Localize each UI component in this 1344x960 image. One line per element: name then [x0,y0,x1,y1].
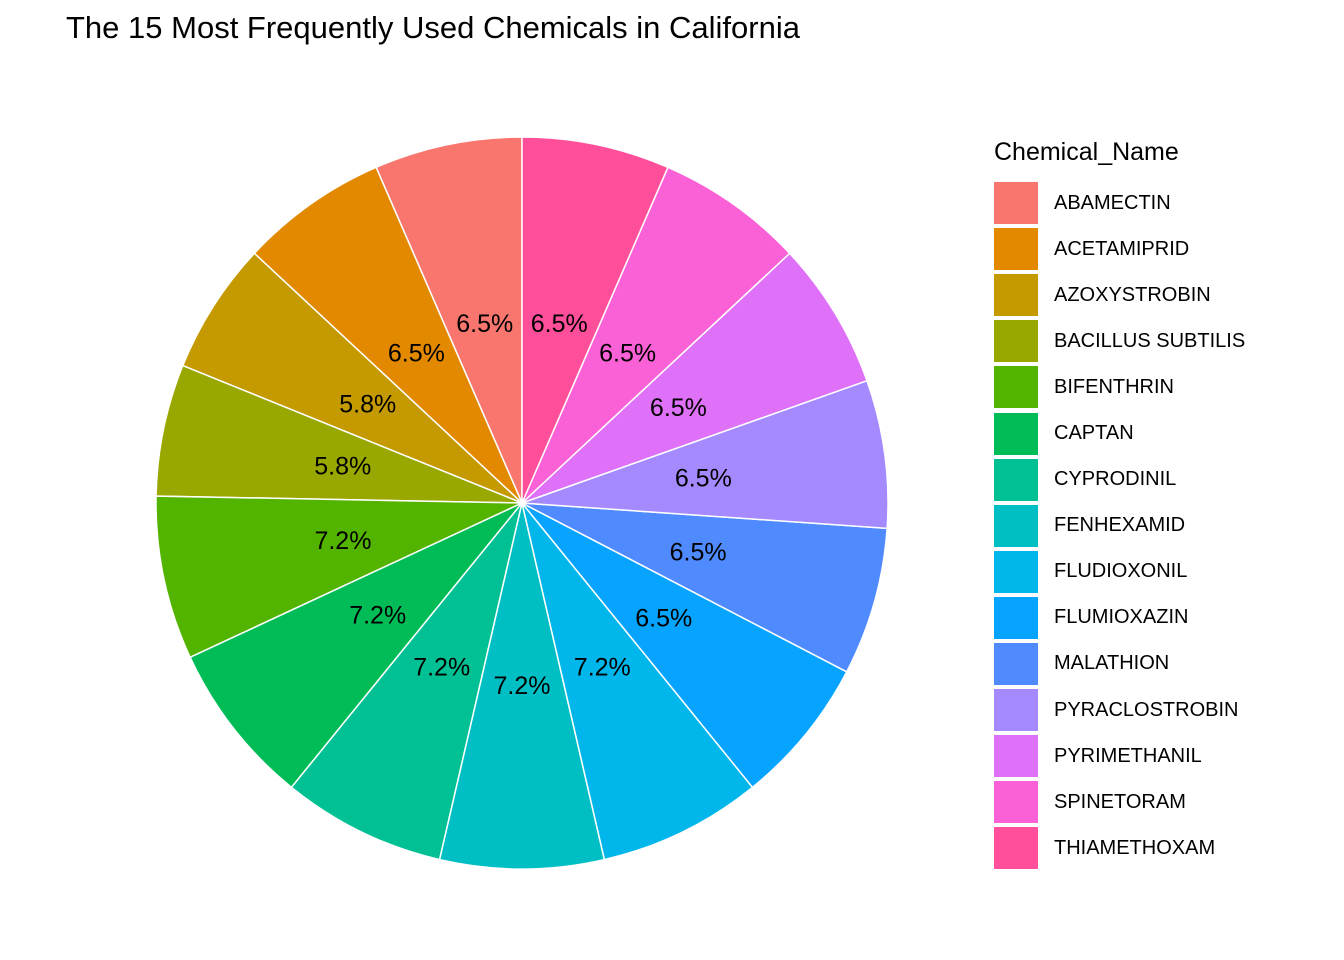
legend-label: BIFENTHRIN [1054,375,1174,398]
legend-key [994,412,1038,455]
legend-key [994,458,1038,501]
legend-item: ABAMECTIN [994,180,1245,226]
slice-label: 6.5% [675,464,732,492]
pie-slice-acetamiprid [253,166,523,504]
legend-key [994,550,1038,593]
pie-slice-azoxystrobin [181,252,523,504]
pie-slice-captan [189,502,523,789]
legend-key [994,320,1038,363]
pie-slice-cyprodinil [290,502,523,861]
legend-item: BACILLUS SUBTILIS [994,318,1245,364]
slice-label: 6.5% [531,310,588,338]
legend-items: ABAMECTIN ACETAMIPRID AZOXYSTROBIN BACILLUS… [994,180,1245,871]
legend-title: Chemical_Name [994,138,1179,166]
pie-slice-spinetoram [521,166,791,504]
slice-label: 5.8% [339,391,396,419]
pie-slices [155,136,889,870]
slice-label: 6.5% [599,340,656,368]
legend-item: BIFENTHRIN [994,364,1245,410]
slice-label: 6.5% [456,310,513,338]
legend-item: PYRIMETHANIL [994,733,1245,779]
chart-title: The 15 Most Frequently Used Chemicals in… [66,10,800,45]
slice-label: 7.2% [574,653,631,681]
legend-label: FLUDIOXONIL [1054,560,1188,583]
legend-item: THIAMETHOXAM [994,825,1245,871]
legend-item: CAPTAN [994,410,1245,456]
slice-label: 6.5% [388,340,445,368]
legend-key [994,504,1038,547]
legend-label: CYPRODINIL [1054,468,1177,491]
legend-item: MALATHION [994,641,1245,687]
pie-slice-bacillus-subtilis [155,364,523,504]
legend-label: FLUMIOXAZIN [1054,606,1189,629]
legend-key [994,274,1038,317]
legend-item: CYPRODINIL [994,457,1245,503]
legend-label: FENHEXAMID [1054,514,1186,537]
legend-key [994,182,1038,225]
legend-label: THIAMETHOXAM [1054,836,1216,859]
legend-item: SPINETORAM [994,779,1245,825]
legend-label: PYRIMETHANIL [1054,744,1202,767]
legend-label: BACILLUS SUBTILIS [1054,329,1246,352]
slice-label: 6.5% [635,605,692,633]
slice-label: 5.8% [314,452,371,480]
legend-key [994,735,1038,778]
legend-label: CAPTAN [1054,422,1134,445]
legend-key [994,827,1038,870]
pie-slice-abamectin [375,136,523,504]
legend-label: SPINETORAM [1054,790,1186,813]
slice-label: 6.5% [650,394,707,422]
slice-label: 7.2% [349,602,406,630]
legend-label: PYRACLOSTROBIN [1054,698,1239,721]
pie-slice-fludioxonil [521,502,754,861]
slice-label: 6.5% [670,539,727,567]
legend-label: AZOXYSTROBIN [1054,283,1211,306]
legend-item: FLUDIOXONIL [994,549,1245,595]
legend-key [994,642,1038,685]
pie-slice-thiamethoxam [521,136,669,504]
legend-item: AZOXYSTROBIN [994,272,1245,318]
legend-item: FENHEXAMID [994,503,1245,549]
legend-item: ACETAMIPRID [994,226,1245,272]
legend: Chemical_Name ABAMECTIN ACETAMIPRID AZOXYS… [994,136,1245,871]
pie-slice-pyrimethanil [521,252,868,504]
pie-slice-labels: 6.5%6.5%5.8%5.8%7.2%7.2%7.2%7.2%7.2%6.5%… [314,310,732,700]
legend-key [994,228,1038,271]
legend-key [994,781,1038,824]
legend-label: MALATHION [1054,652,1170,675]
pie-slice-bifenthrin [155,495,523,659]
legend-key [994,689,1038,732]
legend-item: FLUMIOXAZIN [994,595,1245,641]
pie-slice-pyraclostrobin [521,379,889,530]
legend-item: PYRACLOSTROBIN [994,687,1245,733]
pie-slice-flumioxazin [521,502,848,789]
legend-label: ABAMECTIN [1054,191,1171,214]
pie-slice-malathion [521,502,888,673]
legend-label: ACETAMIPRID [1054,237,1190,260]
legend-key [994,596,1038,639]
slice-label: 7.2% [413,653,470,681]
slice-label: 7.2% [314,527,371,555]
slice-label: 7.2% [494,672,551,700]
legend-key [994,366,1038,409]
pie-slice-fenhexamid [438,502,606,870]
